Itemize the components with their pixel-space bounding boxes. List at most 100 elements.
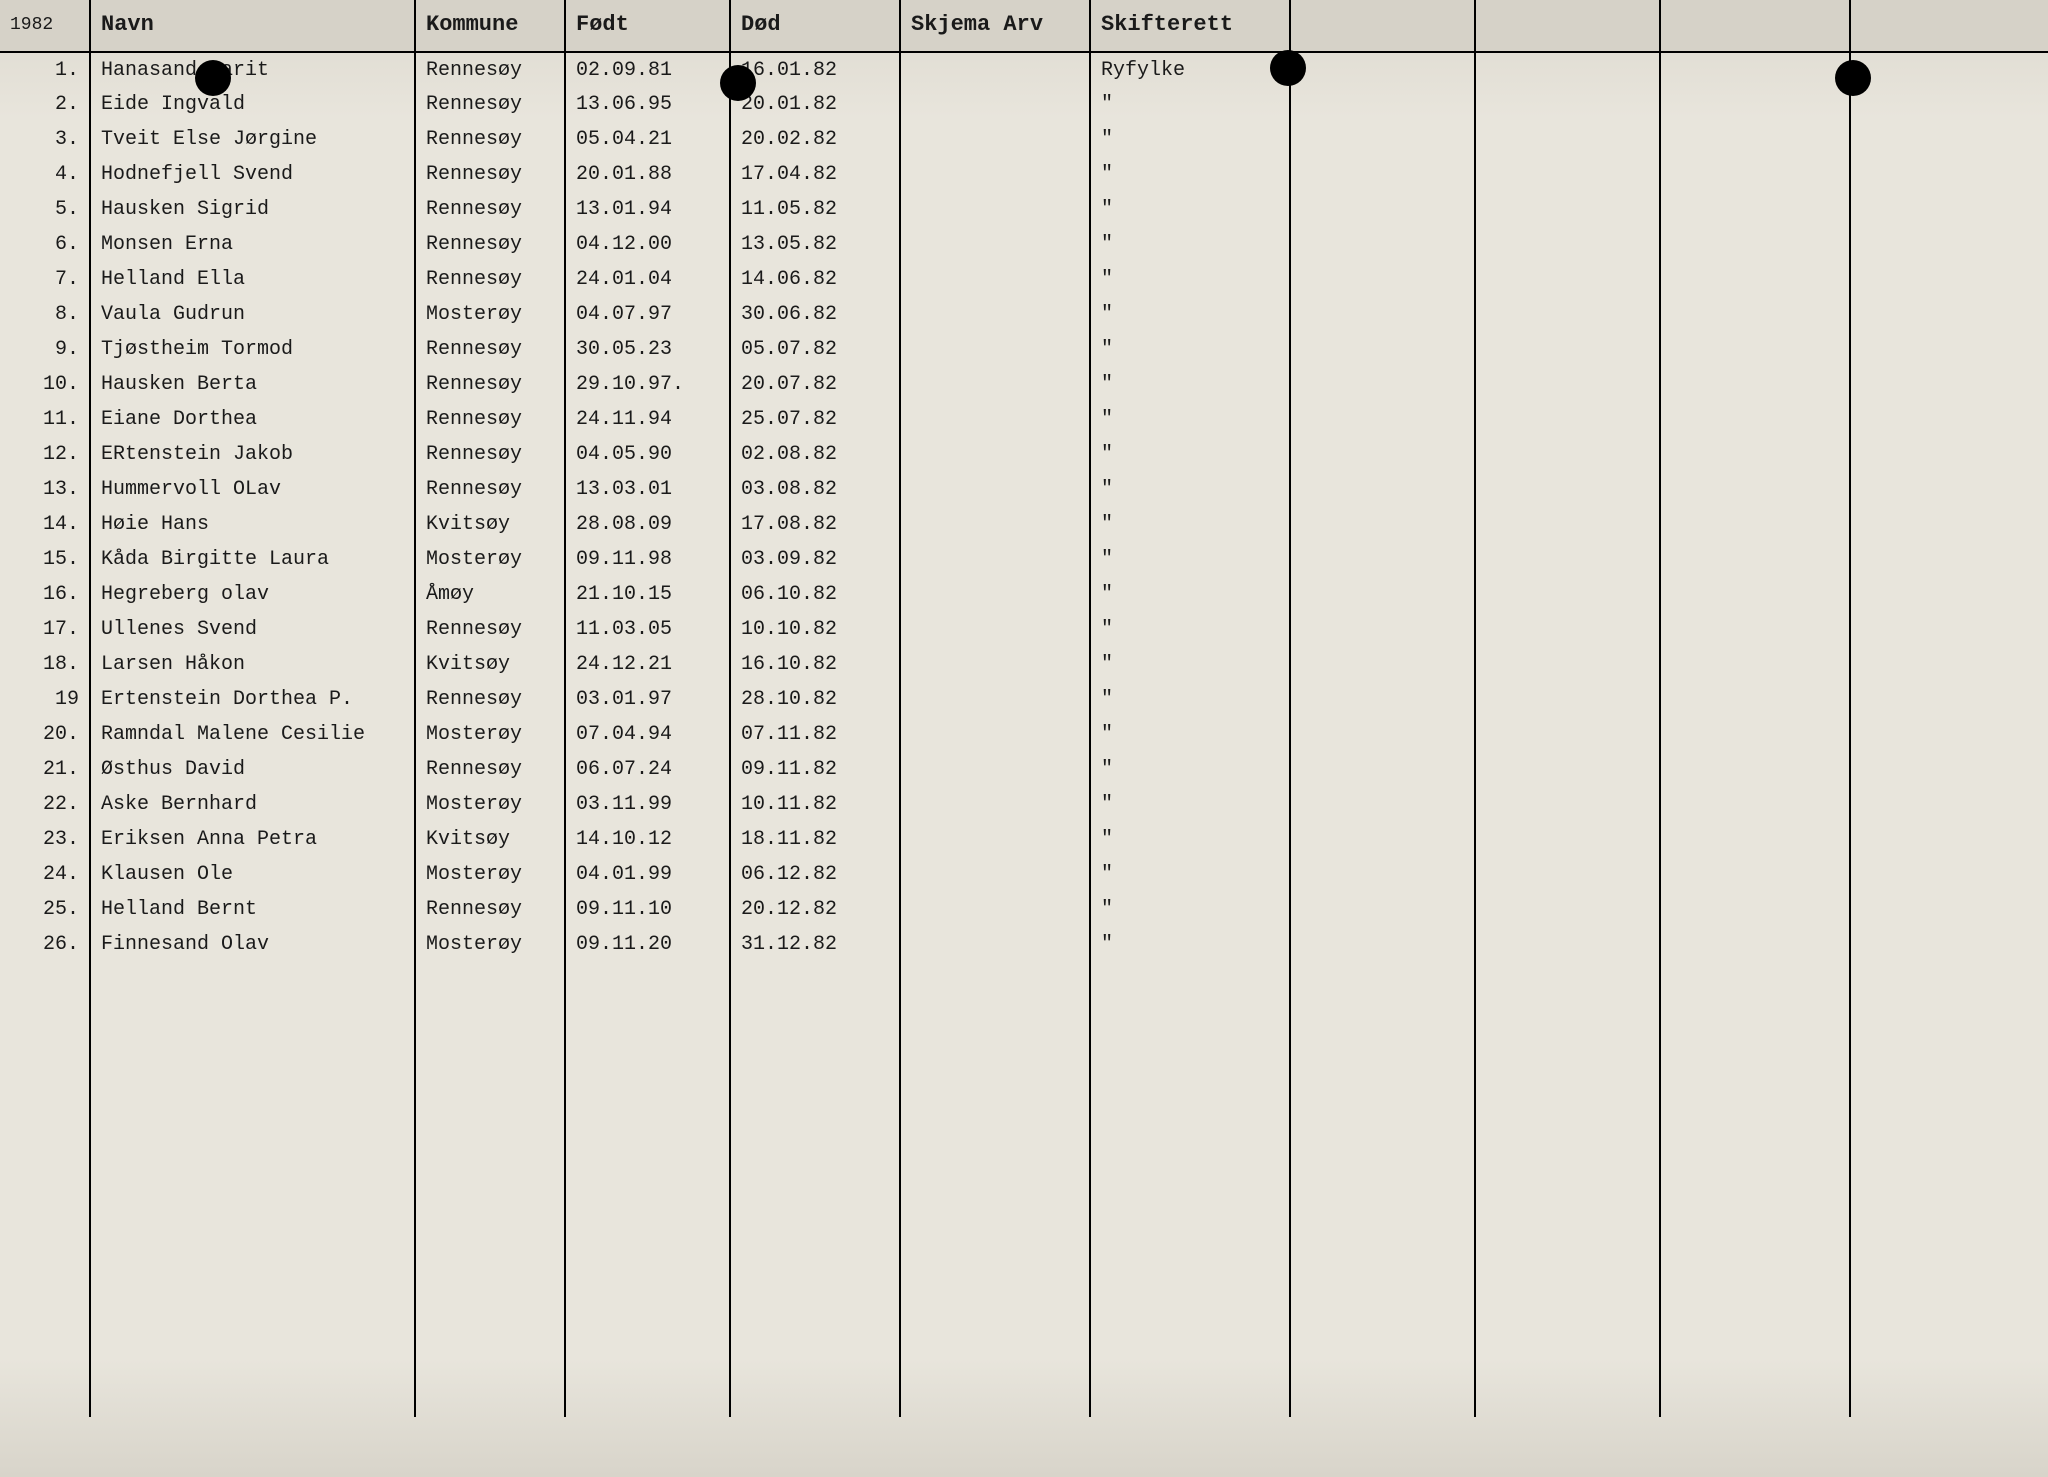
cell-blank [1660, 612, 1850, 647]
cell-navn: Ullenes Svend [90, 612, 415, 647]
cell-num: 11. [0, 402, 90, 437]
cell-kommune: Rennesøy [415, 157, 565, 192]
cell-kommune: Åmøy [415, 577, 565, 612]
cell-blank [1660, 122, 1850, 157]
cell-skifterett: " [1090, 297, 1290, 332]
table-row: 24.Klausen OleMosterøy04.01.9906.12.82" [0, 857, 2048, 892]
cell-fodt: 20.01.88 [565, 157, 730, 192]
cell-kommune: Mosterøy [415, 717, 565, 752]
cell-blank [1660, 437, 1850, 472]
cell-blank [1090, 1277, 1290, 1312]
cell-dod: 07.11.82 [730, 717, 900, 752]
cell-num: 16. [0, 577, 90, 612]
table-row: 12.ERtenstein JakobRennesøy04.05.9002.08… [0, 437, 2048, 472]
cell-blank [1475, 892, 1660, 927]
cell-blank [1290, 227, 1475, 262]
col-kommune-label: Kommune [415, 0, 565, 52]
cell-blank [565, 1312, 730, 1347]
cell-blank [1475, 472, 1660, 507]
table-row-empty [0, 1067, 2048, 1102]
cell-blank [1475, 962, 1660, 997]
cell-blank [1660, 1207, 1850, 1242]
cell-navn: Larsen Håkon [90, 647, 415, 682]
cell-blank [90, 1137, 415, 1172]
cell-blank [1290, 717, 1475, 752]
cell-skifterett: " [1090, 647, 1290, 682]
cell-num: 12. [0, 437, 90, 472]
table-row: 16.Hegreberg olavÅmøy21.10.1506.10.82" [0, 577, 2048, 612]
cell-kommune: Kvitsøy [415, 822, 565, 857]
cell-blank [730, 1172, 900, 1207]
cell-num: 25. [0, 892, 90, 927]
cell-kommune: Rennesøy [415, 262, 565, 297]
cell-blank [565, 1242, 730, 1277]
cell-blank [1090, 1242, 1290, 1277]
cell-blank [565, 1102, 730, 1137]
cell-blank [1475, 577, 1660, 612]
cell-navn: Høie Hans [90, 507, 415, 542]
cell-blank [1850, 542, 2048, 577]
cell-blank [565, 1277, 730, 1312]
cell-blank [1660, 542, 1850, 577]
cell-blank [1850, 787, 2048, 822]
cell-skjema [900, 227, 1090, 262]
cell-fodt: 13.06.95 [565, 87, 730, 122]
cell-dod: 03.08.82 [730, 472, 900, 507]
table-row-empty [0, 1277, 2048, 1312]
cell-dod: 31.12.82 [730, 927, 900, 962]
cell-blank [415, 1067, 565, 1102]
cell-skifterett: " [1090, 892, 1290, 927]
cell-blank [1850, 1207, 2048, 1242]
cell-blank [1660, 227, 1850, 262]
cell-blank [565, 1347, 730, 1382]
cell-blank [1850, 402, 2048, 437]
cell-blank [1475, 507, 1660, 542]
cell-blank [1660, 927, 1850, 962]
cell-blank [1475, 1242, 1660, 1277]
cell-blank [1290, 367, 1475, 402]
cell-blank [1090, 997, 1290, 1032]
cell-blank [1475, 192, 1660, 227]
col-year-label: 1982 [0, 0, 90, 52]
cell-dod: 11.05.82 [730, 192, 900, 227]
cell-fodt: 04.07.97 [565, 297, 730, 332]
cell-skjema [900, 542, 1090, 577]
cell-skifterett: " [1090, 87, 1290, 122]
cell-blank [1850, 892, 2048, 927]
cell-blank [1475, 1032, 1660, 1067]
cell-skjema [900, 787, 1090, 822]
col-blank-1 [1290, 0, 1475, 52]
cell-dod: 06.12.82 [730, 857, 900, 892]
cell-blank [1090, 1312, 1290, 1347]
cell-blank [1850, 857, 2048, 892]
cell-skjema [900, 367, 1090, 402]
cell-blank [900, 997, 1090, 1032]
cell-skifterett: " [1090, 822, 1290, 857]
cell-blank [1660, 192, 1850, 227]
table-row-empty [0, 1172, 2048, 1207]
punch-hole [720, 65, 756, 101]
ledger-page: 1982 Navn Kommune Født Død Skjema Arv Sk… [0, 0, 2048, 1477]
cell-dod: 20.02.82 [730, 122, 900, 157]
table-row: 15.Kåda Birgitte LauraMosterøy09.11.9803… [0, 542, 2048, 577]
cell-blank [730, 1137, 900, 1172]
cell-dod: 17.08.82 [730, 507, 900, 542]
cell-skjema [900, 507, 1090, 542]
cell-skifterett: " [1090, 927, 1290, 962]
table-row: 11.Eiane DortheaRennesøy24.11.9425.07.82… [0, 402, 2048, 437]
cell-skjema [900, 577, 1090, 612]
cell-blank [730, 1312, 900, 1347]
cell-skifterett: " [1090, 192, 1290, 227]
cell-blank [0, 1032, 90, 1067]
cell-skjema [900, 262, 1090, 297]
cell-blank [1290, 822, 1475, 857]
cell-blank [0, 997, 90, 1032]
cell-blank [1850, 262, 2048, 297]
cell-dod: 25.07.82 [730, 402, 900, 437]
table-row-empty [0, 1102, 2048, 1137]
table-header-row: 1982 Navn Kommune Født Død Skjema Arv Sk… [0, 0, 2048, 52]
cell-blank [1475, 822, 1660, 857]
cell-fodt: 02.09.81 [565, 52, 730, 87]
cell-skjema [900, 87, 1090, 122]
cell-blank [565, 1067, 730, 1102]
